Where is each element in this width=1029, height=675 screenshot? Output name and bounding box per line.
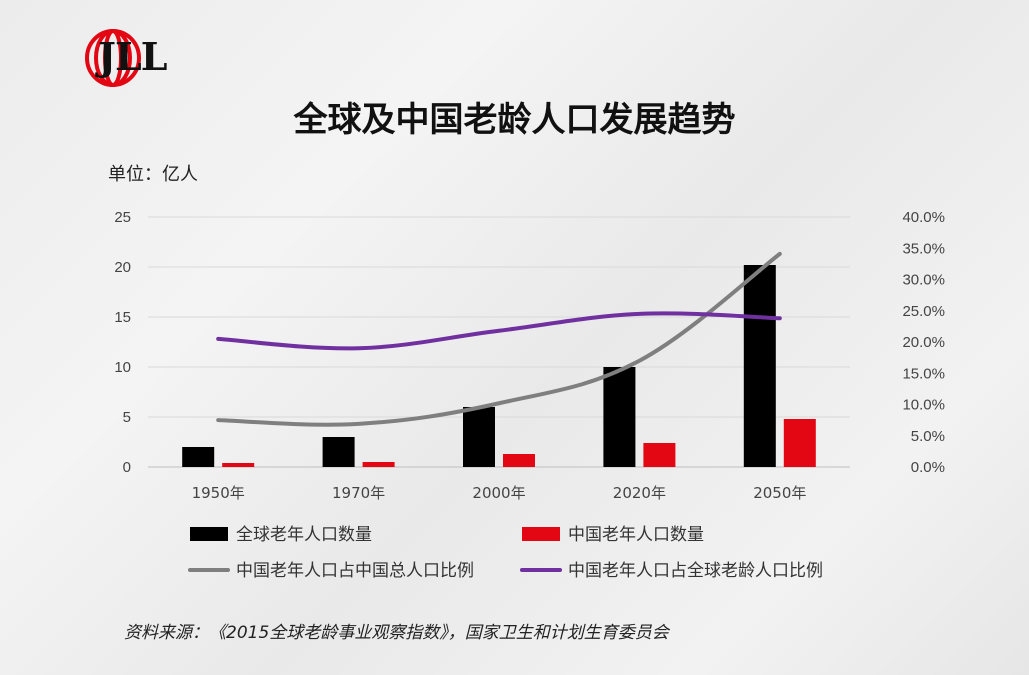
right-axis-tick: 30.0%: [902, 272, 945, 289]
legend-label: 中国老年人口占全球老龄人口比例: [568, 561, 823, 581]
jll-logo-icon: [85, 29, 141, 87]
right-axis-tick: 10.0%: [902, 397, 945, 414]
right-axis-tick: 5.0%: [911, 428, 945, 445]
logo-text: JLL: [98, 34, 167, 79]
source-note: 资料来源：《2015全球老龄事业观察指数》，国家卫生和计划生育委员会: [124, 623, 669, 643]
legend-label: 中国老年人口数量: [568, 525, 704, 545]
legend-swatch: [522, 527, 560, 541]
bar-global: [603, 367, 636, 467]
bar-global: [743, 265, 776, 467]
series-line-china-share-of-global: [216, 311, 782, 351]
bar-global: [322, 437, 355, 467]
right-axis-tick: 35.0%: [902, 240, 945, 257]
unit-label: 单位：亿人: [108, 164, 198, 185]
legend-swatch: [190, 527, 228, 541]
page-title: 全球及中国老龄人口发展趋势: [293, 100, 736, 140]
category-label: 2050年: [753, 484, 806, 502]
left-axis-tick: 20: [114, 259, 131, 276]
category-label: 1950年: [192, 484, 245, 502]
category-label: 2020年: [613, 484, 666, 502]
right-axis-tick: 40.0%: [902, 209, 945, 226]
legend-label: 全球老年人口数量: [236, 525, 372, 545]
right-axis-tick: 0.0%: [911, 459, 945, 476]
bar-china: [783, 419, 816, 467]
bar-china: [362, 462, 395, 467]
right-axis-tick: 20.0%: [902, 334, 945, 351]
left-axis-tick: 0: [123, 459, 131, 476]
bar-china: [643, 443, 676, 467]
left-axis-tick: 5: [123, 409, 131, 426]
category-label: 2000年: [472, 484, 525, 502]
left-axis-tick: 15: [114, 309, 131, 326]
bar-china: [503, 454, 535, 467]
bar-global: [463, 407, 495, 467]
left-axis-tick: 10: [114, 359, 131, 376]
legend-label: 中国老年人口占中国总人口比例: [236, 561, 474, 581]
right-axis-tick: 25.0%: [902, 303, 945, 320]
left-axis-tick: 25: [114, 209, 131, 226]
bar-global: [182, 447, 215, 467]
right-axis-tick: 15.0%: [902, 365, 945, 382]
bar-china: [222, 463, 255, 467]
series-line-china-share-of-china: [216, 251, 782, 427]
category-label: 1970年: [332, 484, 385, 502]
